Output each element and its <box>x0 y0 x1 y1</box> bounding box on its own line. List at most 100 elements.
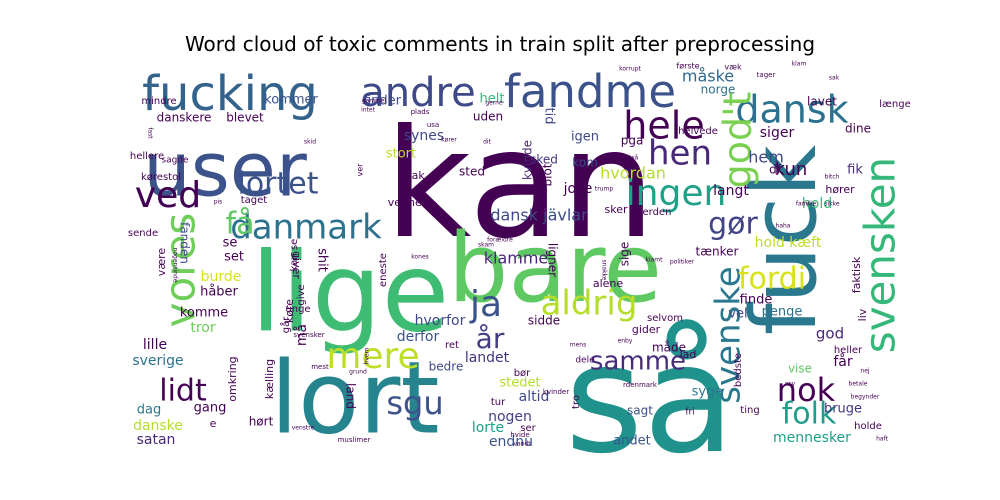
word-muslimer: muslimer <box>338 436 371 444</box>
word-væk: væk <box>724 63 742 72</box>
word-snakke: snakke <box>601 259 608 280</box>
word-pis: pis <box>214 199 223 206</box>
word-hellere: hellere <box>130 151 164 162</box>
word-nej: nej <box>860 368 869 375</box>
word-fucking: fucking <box>142 66 318 122</box>
word-vel: vel <box>728 307 747 322</box>
word-hørt: hørt <box>249 415 274 429</box>
word-svenske: svenske <box>709 266 749 403</box>
word-sted: sted <box>459 165 485 179</box>
word-korrupt: korrupt <box>619 66 641 73</box>
word-sende: sende <box>128 228 158 239</box>
word-går: går <box>279 316 292 333</box>
word-fik: fik <box>847 163 863 178</box>
word-e: e <box>210 417 217 430</box>
word-hører: hører <box>825 183 855 196</box>
word-gang: gang <box>194 401 227 416</box>
word-begynder: begynder <box>851 394 880 401</box>
word-sige: sige <box>618 242 632 267</box>
word-liv: liv <box>856 308 869 321</box>
word-lortet: lortet <box>237 167 318 202</box>
word-håber: håber <box>200 285 238 300</box>
word-blevet: blevet <box>226 111 264 125</box>
word-svensken: svensken <box>856 157 905 353</box>
word-så: så <box>565 313 735 487</box>
word-betale: betale <box>849 381 868 388</box>
word-kan: kan <box>384 98 655 272</box>
word-tager: tager <box>757 71 776 79</box>
word-haha: haha <box>776 223 791 230</box>
word-god: god <box>816 325 844 343</box>
chart-title: Word cloud of toxic comments in train sp… <box>184 32 816 56</box>
word-plads: plads <box>411 108 430 116</box>
word-lavet: lavet <box>807 95 837 109</box>
word-ved: ved <box>135 175 201 216</box>
word-nok: nok <box>777 371 836 409</box>
word-tid: tid <box>542 108 557 125</box>
word-nogen: nogen <box>488 409 532 425</box>
word-synes: synes <box>404 128 444 144</box>
word-ligner: ligner <box>546 243 560 277</box>
word-sker: sker <box>605 203 628 216</box>
word-omkring: omkring <box>226 356 239 401</box>
word-måske: måske <box>682 67 734 86</box>
word-vandt: vandt <box>513 441 531 448</box>
word-forældre: forældre <box>487 237 513 244</box>
word-kælling: kælling <box>263 359 276 399</box>
word-hem: hem <box>748 148 784 167</box>
word-tak: tak <box>407 169 425 182</box>
word-norge: norge <box>701 83 736 97</box>
word-klamme: klamme <box>484 249 549 268</box>
word-sagde: sagde <box>161 156 189 166</box>
word-år: år <box>476 322 505 355</box>
word-god-t: god't <box>716 92 760 189</box>
word-blot: blot <box>541 163 555 186</box>
word-satan: satan <box>137 432 176 448</box>
word-sikke: sikke <box>824 201 840 208</box>
word-lort: lort <box>270 339 439 456</box>
word-gammel: gammel <box>362 98 387 105</box>
word-andet: andet <box>613 434 651 449</box>
word-klam: klam <box>792 61 807 68</box>
word-må: må <box>293 324 310 346</box>
word-klamt: klamt <box>645 257 663 264</box>
word-første: første <box>676 62 699 71</box>
word-igen: igen <box>571 130 599 145</box>
word-eneste: eneste <box>378 253 389 287</box>
word-taget: taget <box>241 195 268 206</box>
word-dansk: dansk <box>735 88 848 132</box>
word-hvordan: hvordan <box>600 164 666 183</box>
word-danske: danske <box>133 418 183 434</box>
word-fandme: fandme <box>504 65 676 118</box>
word-hvide: hvide <box>510 431 529 439</box>
word-kom: kom <box>572 156 598 170</box>
word-venstre: venstre <box>292 425 315 432</box>
word-komme: komme <box>180 306 228 321</box>
word-mest: mest <box>311 363 329 371</box>
word-hvem: hvem <box>364 347 371 364</box>
word-tænker: tænker <box>696 245 739 259</box>
word-se: se <box>223 236 238 251</box>
word-får: får <box>833 353 853 370</box>
word-få: få <box>226 207 255 242</box>
word-finder: finder <box>363 94 402 109</box>
word-dansk-jävlar: dansk jävlar <box>490 206 588 225</box>
word-dele: dele <box>575 356 595 366</box>
word-køre: køre <box>283 299 296 323</box>
word-skid: skid <box>304 139 316 146</box>
word-fuck: fuck <box>732 145 837 335</box>
word-syge: syge <box>692 385 723 400</box>
word-sak: sak <box>829 75 840 82</box>
word-sgu: sgu <box>386 384 443 422</box>
word-kommer: kommer <box>264 93 318 108</box>
word-folk: folk <box>782 397 837 432</box>
word-kvinde: kvinde <box>521 140 535 180</box>
word-vores: vores <box>156 213 205 328</box>
word-unge: unge <box>285 304 310 315</box>
word-finde: finde <box>740 293 773 308</box>
word-helvede: helvede <box>678 126 718 137</box>
word-altid: altid <box>519 389 550 405</box>
word-dine: dine <box>845 122 871 136</box>
word-heller: heller <box>834 345 863 356</box>
word-svensker: svensker <box>293 331 324 339</box>
